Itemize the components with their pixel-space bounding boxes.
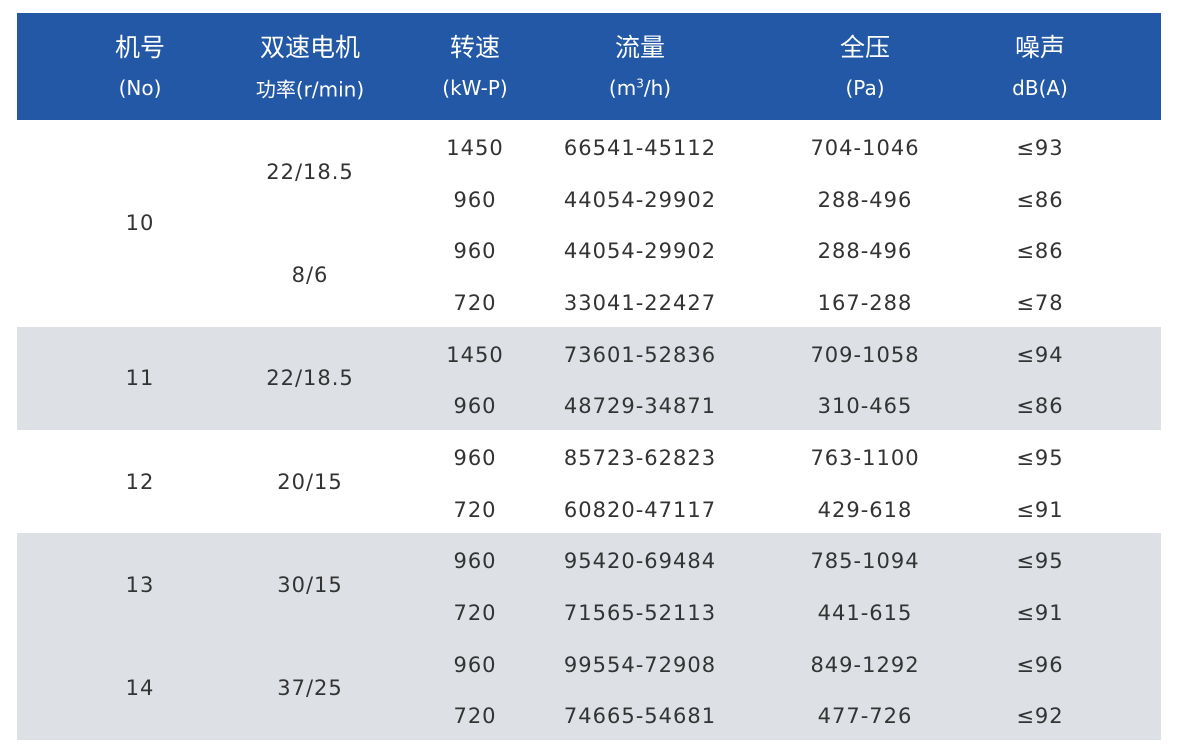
table-cell: ≤86 xyxy=(1016,394,1064,419)
table-cell: 288-496 xyxy=(817,187,913,212)
table-cell: 288-496 xyxy=(817,239,913,264)
table-cell: 44054-29902 xyxy=(563,187,717,212)
table-cell: 720 xyxy=(453,290,497,315)
header-title: 全压 xyxy=(839,33,891,62)
table-cell: 74665-54681 xyxy=(563,704,717,729)
table-cell: 95420-69484 xyxy=(563,549,717,574)
superscript: 3 xyxy=(636,76,644,91)
header-title: 机号 xyxy=(114,33,166,62)
motor-power: 22/18.5 xyxy=(266,159,354,184)
model-number: 14 xyxy=(125,676,155,701)
header-subtitle: 功率(r/min) xyxy=(256,74,364,103)
motor-power: 30/15 xyxy=(277,573,343,598)
subtitle-text: dB(A) xyxy=(1012,76,1068,100)
table-cell: 960 xyxy=(453,549,497,574)
header-title: 双速电机 xyxy=(259,33,361,62)
table-cell: 960 xyxy=(453,445,497,470)
table-cell: 960 xyxy=(453,652,497,677)
subtitle-text: (Pa) xyxy=(845,76,885,100)
table-cell: 99554-72908 xyxy=(563,652,717,677)
table-cell: 720 xyxy=(453,600,497,625)
table-cell: ≤95 xyxy=(1016,445,1064,470)
motor-power: 22/18.5 xyxy=(266,366,354,391)
table-cell: ≤91 xyxy=(1016,600,1064,625)
table-cell: 66541-45112 xyxy=(563,135,717,160)
subtitle-text: /h) xyxy=(643,76,672,100)
model-number: 10 xyxy=(125,211,155,236)
table-cell: 1450 xyxy=(446,342,504,367)
motor-power: 37/25 xyxy=(277,676,343,701)
header-title: 转速 xyxy=(449,33,501,62)
table-cell: ≤91 xyxy=(1016,497,1064,522)
header-subtitle: (Pa) xyxy=(845,76,884,100)
table-cell: 720 xyxy=(453,497,497,522)
table-cell: 310-465 xyxy=(817,394,913,419)
subtitle-text: (kW-P) xyxy=(442,76,508,100)
table-cell: ≤93 xyxy=(1016,135,1064,160)
table-cell: ≤96 xyxy=(1016,652,1064,677)
model-number: 13 xyxy=(125,573,155,598)
table-cell: ≤94 xyxy=(1016,342,1064,367)
table-cell: 960 xyxy=(453,187,497,212)
table-cell: 429-618 xyxy=(817,497,913,522)
header-subtitle: (No) xyxy=(119,76,162,100)
table-cell: 33041-22427 xyxy=(563,290,717,315)
group-background xyxy=(17,533,1161,637)
table-cell: ≤78 xyxy=(1016,290,1064,315)
table-cell: 48729-34871 xyxy=(563,394,717,419)
subtitle-text: (m xyxy=(608,76,637,100)
table-cell: 441-615 xyxy=(817,600,913,625)
table-cell: ≤86 xyxy=(1016,187,1064,212)
model-number: 11 xyxy=(125,366,155,391)
table-cell: 960 xyxy=(453,239,497,264)
table-cell: 167-288 xyxy=(817,290,913,315)
table-cell: 849-1292 xyxy=(810,652,920,677)
table-cell: 60820-47117 xyxy=(563,497,717,522)
table-cell: 704-1046 xyxy=(810,135,920,160)
table-cell: 44054-29902 xyxy=(563,239,717,264)
header-title: 噪声 xyxy=(1014,33,1066,62)
header-title: 流量 xyxy=(614,33,666,62)
table-cell: 85723-62823 xyxy=(563,445,717,470)
header-subtitle: (m3/h) xyxy=(609,76,671,100)
table-cell: ≤92 xyxy=(1016,704,1064,729)
table-cell: 960 xyxy=(453,394,497,419)
table-cell: 477-726 xyxy=(817,704,913,729)
model-number: 12 xyxy=(125,469,155,494)
group-background xyxy=(17,430,1161,534)
table-cell: 709-1058 xyxy=(810,342,920,367)
table-cell: 1450 xyxy=(446,135,504,160)
subtitle-text: (No) xyxy=(118,76,162,100)
group-background xyxy=(17,326,1161,430)
subtitle-text: 功率(r/min) xyxy=(255,77,365,102)
table-cell: 73601-52836 xyxy=(563,342,717,367)
table-header xyxy=(17,13,1161,120)
header-subtitle: (kW-P) xyxy=(442,76,507,100)
table-cell: ≤95 xyxy=(1016,549,1064,574)
group-background xyxy=(17,120,1161,327)
table-cell: ≤86 xyxy=(1016,239,1064,264)
header-subtitle: dB(A) xyxy=(1012,76,1068,100)
table-cell: 71565-52113 xyxy=(563,600,717,625)
table-cell: 720 xyxy=(453,704,497,729)
motor-power: 8/6 xyxy=(291,263,329,287)
table-cell: 763-1100 xyxy=(810,445,920,470)
table-cell: 785-1094 xyxy=(810,549,920,574)
motor-power: 20/15 xyxy=(277,469,343,494)
group-background xyxy=(17,636,1161,741)
